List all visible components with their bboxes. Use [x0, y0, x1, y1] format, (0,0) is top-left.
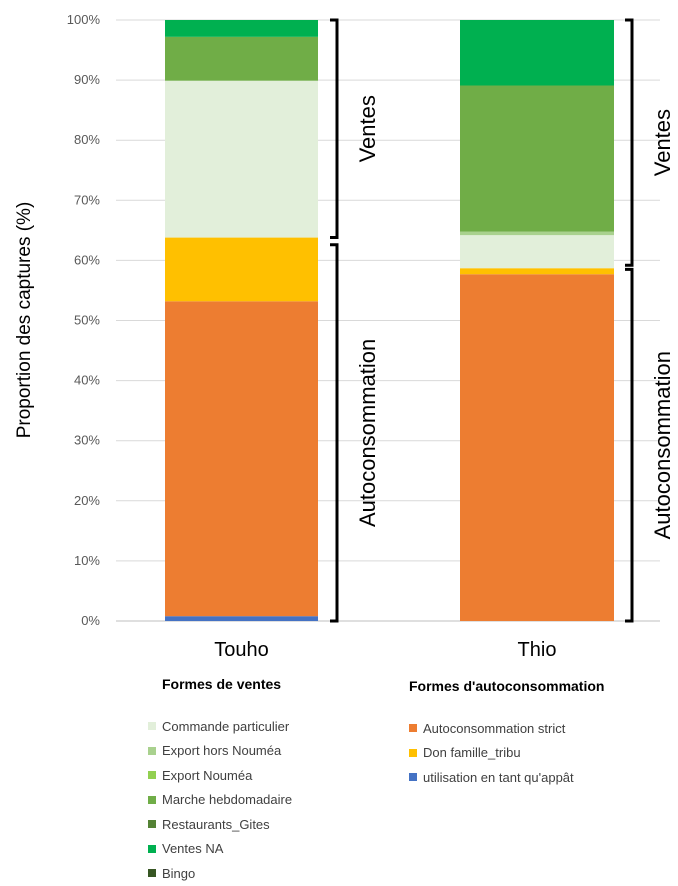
bracket-label: Ventes [355, 95, 380, 162]
legend-ventes-item: Restaurants_Gites [148, 812, 292, 837]
bracket-line [330, 243, 339, 623]
y-tick-label: 100% [67, 12, 101, 27]
bracket-label: Autoconsommation [355, 339, 380, 527]
legend-auto-item: utilisation en tant qu'appât [409, 765, 604, 790]
legend-swatch [148, 722, 156, 731]
category-label: Touho [214, 639, 269, 661]
legend-swatch [409, 773, 417, 782]
legend-swatch [148, 746, 156, 755]
legend-label: utilisation en tant qu'appât [423, 769, 574, 785]
bar-segment-touho [165, 20, 318, 37]
bracket-label: Autoconsommation [650, 351, 675, 539]
bracket-line [625, 18, 634, 267]
legend-auto-title: Formes d'autoconsommation [409, 678, 605, 694]
legend-ventes-item: Ventes NA [148, 837, 292, 862]
legend-ventes-item: Bingo [148, 861, 292, 886]
bar-segment-touho [165, 80, 318, 238]
bar-segment-thio [460, 231, 614, 236]
legend-ventes-item: Export hors Nouméa [148, 739, 292, 764]
legend-swatch [409, 748, 417, 757]
legend-ventes-title: Formes de ventes [162, 676, 282, 692]
legend-swatch [148, 820, 156, 829]
legend-swatch [409, 724, 417, 733]
legend-auto-item: Autoconsommation strict [409, 716, 604, 741]
category-label: Thio [518, 639, 557, 661]
bars [165, 20, 614, 621]
bar-segment-thio [460, 85, 614, 232]
y-tick-label: 80% [74, 132, 100, 147]
category-labels: Touho Thio [214, 639, 556, 661]
legend-label: Autoconsommation strict [423, 720, 566, 736]
bar-segment-thio [460, 20, 614, 86]
stacked-bar-chart: 0%10%20%30%40%50%60%70%80%90%100% Touho T… [14, 12, 675, 661]
bar-segment-touho [165, 36, 318, 81]
legend-label: Restaurants_Gites [162, 816, 270, 832]
legend-ventes: Formes de ventes Commande particulier Exp… [148, 676, 292, 886]
bar-segment-touho [165, 301, 318, 617]
bar-segment-touho [165, 237, 318, 302]
y-axis-label: Proportion des captures (%) [14, 202, 35, 439]
legend-autoconsommation: Formes d'autoconsommation Autoconsommati… [409, 678, 604, 790]
bracket-autoconsommation-thio: Autoconsommation [625, 267, 675, 623]
y-tick-label: 70% [74, 192, 100, 207]
y-tick-label: 20% [74, 493, 100, 508]
bar-segment-thio [460, 235, 614, 269]
bar-segment-touho [165, 616, 318, 621]
legend-label: Don famille_tribu [423, 745, 521, 761]
legend-ventes-item: Export Nouméa [148, 763, 292, 788]
legend-label: Marche hebdomadaire [162, 792, 293, 808]
legend-ventes-item: Commande particulier [148, 714, 292, 739]
legend-label: Commande particulier [162, 718, 290, 734]
bracket-autoconsommation-touho: Autoconsommation [330, 243, 380, 623]
y-tick-label: 90% [74, 72, 100, 87]
y-tick-label: 50% [74, 313, 100, 328]
y-tick-label: 30% [74, 433, 100, 448]
y-tick-label: 0% [81, 613, 100, 628]
y-tick-labels: 0% 10% 20% 30% 40% 50% 60% 70% 80% 90% 100% [67, 12, 101, 628]
bracket-line [330, 18, 339, 240]
y-tick-label: 10% [74, 553, 100, 568]
y-tick-label: 40% [74, 373, 100, 388]
y-tick-label: 60% [74, 252, 100, 267]
legend-label: Ventes NA [162, 841, 224, 857]
legend-swatch [148, 795, 156, 804]
bracket-ventes-touho: Ventes [330, 18, 380, 240]
brackets: Ventes Autoconsommation Ventes Autoconsomma… [330, 18, 675, 623]
legend-auto-item: Don famille_tribu [409, 741, 604, 766]
legend-label: Export hors Nouméa [162, 743, 282, 759]
legend-label: Export Nouméa [162, 767, 253, 783]
bracket-ventes-thio: Ventes [625, 18, 675, 267]
bracket-label: Ventes [650, 109, 675, 176]
legend-ventes-item: Marche hebdomadaire [148, 788, 292, 813]
legend-swatch [148, 771, 156, 780]
legend-label: Bingo [162, 865, 196, 881]
bar-segment-thio [460, 268, 614, 275]
legend-swatch [148, 844, 156, 853]
bracket-line [625, 267, 634, 623]
bar-segment-thio [460, 274, 614, 621]
legend-swatch [148, 869, 156, 878]
